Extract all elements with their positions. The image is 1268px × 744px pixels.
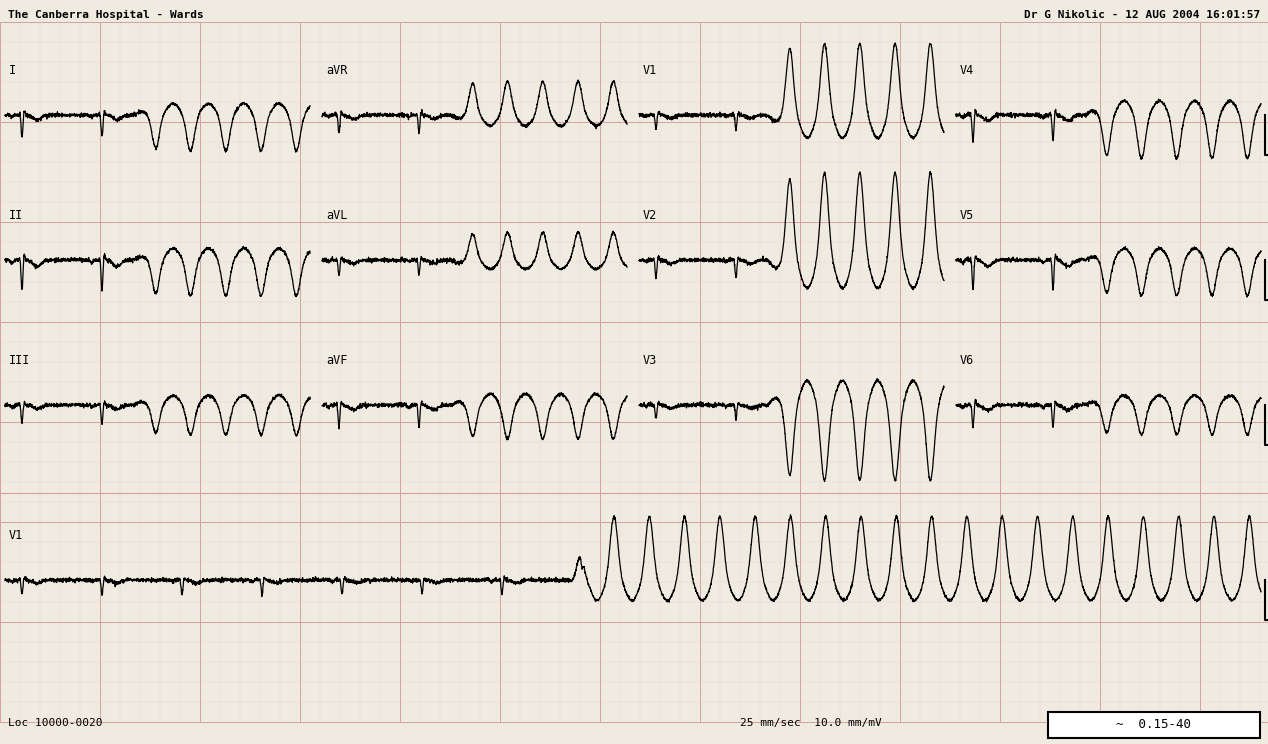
FancyBboxPatch shape xyxy=(1047,712,1260,738)
Text: aVF: aVF xyxy=(326,354,347,367)
Text: V1: V1 xyxy=(643,64,657,77)
Text: V4: V4 xyxy=(960,64,974,77)
Text: ~  0.15-40: ~ 0.15-40 xyxy=(1117,719,1192,731)
Text: I: I xyxy=(9,64,16,77)
Text: Dr G Nikolic - 12 AUG 2004 16:01:57: Dr G Nikolic - 12 AUG 2004 16:01:57 xyxy=(1023,10,1260,20)
Text: Loc 10000-0020: Loc 10000-0020 xyxy=(8,718,103,728)
Text: V6: V6 xyxy=(960,354,974,367)
Text: The Canberra Hospital - Wards: The Canberra Hospital - Wards xyxy=(8,10,204,20)
Text: V1: V1 xyxy=(9,529,23,542)
Text: 25 mm/sec  10.0 mm/mV: 25 mm/sec 10.0 mm/mV xyxy=(741,718,881,728)
Text: aVR: aVR xyxy=(326,64,347,77)
Text: aVL: aVL xyxy=(326,209,347,222)
Text: V5: V5 xyxy=(960,209,974,222)
Text: III: III xyxy=(9,354,30,367)
Text: V2: V2 xyxy=(643,209,657,222)
Text: II: II xyxy=(9,209,23,222)
Text: V3: V3 xyxy=(643,354,657,367)
